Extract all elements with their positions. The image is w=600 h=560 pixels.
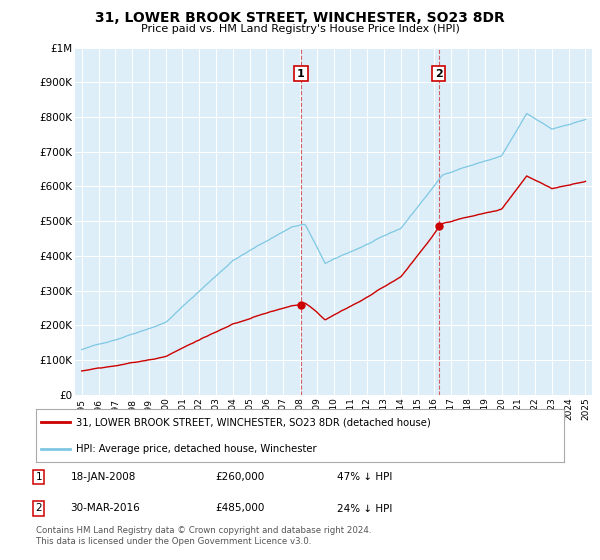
Text: 31, LOWER BROOK STREET, WINCHESTER, SO23 8DR: 31, LOWER BROOK STREET, WINCHESTER, SO23…	[95, 11, 505, 25]
Text: £485,000: £485,000	[215, 503, 265, 514]
Text: 1: 1	[297, 69, 305, 78]
Text: 30-MAR-2016: 30-MAR-2016	[70, 503, 140, 514]
Text: 47% ↓ HPI: 47% ↓ HPI	[337, 472, 392, 482]
Text: 1: 1	[35, 472, 42, 482]
Text: £260,000: £260,000	[215, 472, 265, 482]
Text: 31, LOWER BROOK STREET, WINCHESTER, SO23 8DR (detached house): 31, LOWER BROOK STREET, WINCHESTER, SO23…	[76, 417, 430, 427]
Text: Price paid vs. HM Land Registry's House Price Index (HPI): Price paid vs. HM Land Registry's House …	[140, 24, 460, 34]
Text: Contains HM Land Registry data © Crown copyright and database right 2024.
This d: Contains HM Land Registry data © Crown c…	[36, 526, 371, 546]
Text: 2: 2	[35, 503, 42, 514]
Text: 24% ↓ HPI: 24% ↓ HPI	[337, 503, 392, 514]
Text: HPI: Average price, detached house, Winchester: HPI: Average price, detached house, Winc…	[76, 444, 316, 454]
Text: 18-JAN-2008: 18-JAN-2008	[70, 472, 136, 482]
Text: 2: 2	[434, 69, 442, 78]
